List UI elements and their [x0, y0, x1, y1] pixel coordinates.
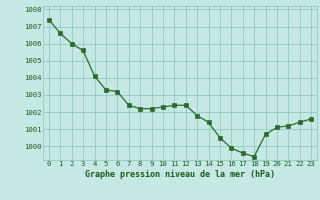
- X-axis label: Graphe pression niveau de la mer (hPa): Graphe pression niveau de la mer (hPa): [85, 170, 275, 179]
